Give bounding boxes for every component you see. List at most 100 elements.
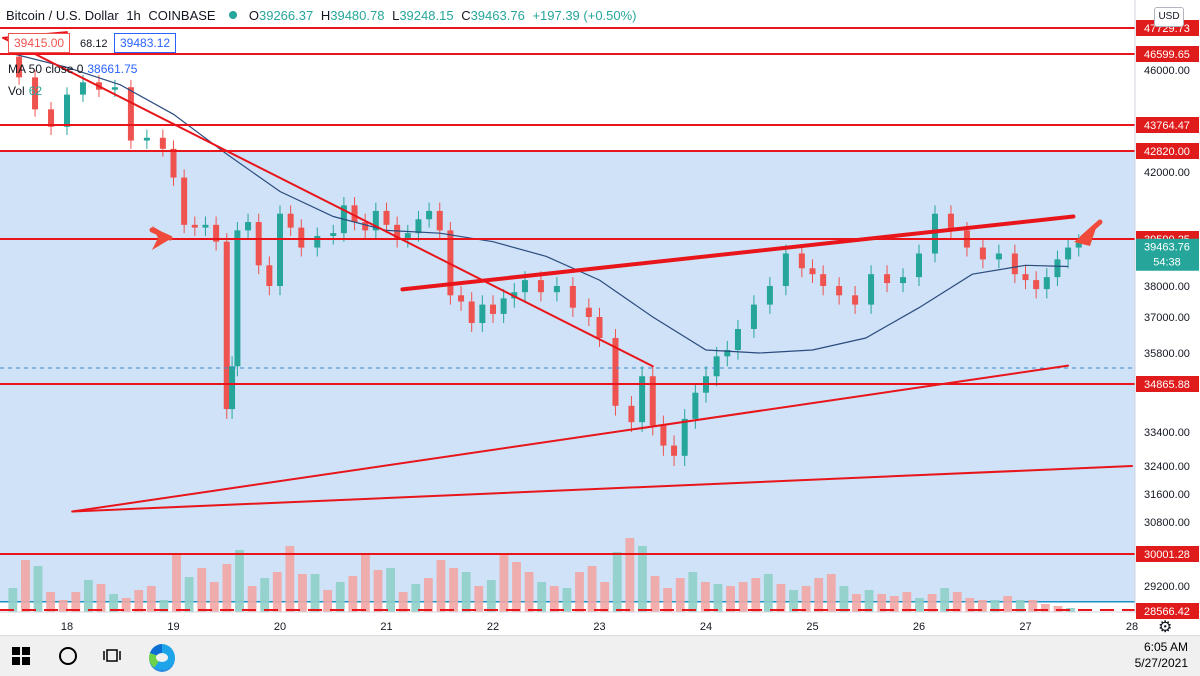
- volume-bar: [323, 590, 333, 612]
- volume-bar: [109, 594, 118, 612]
- volume-bar: [512, 562, 521, 612]
- interval-label[interactable]: 1h: [126, 8, 141, 23]
- volume-bar: [814, 578, 824, 612]
- candle-body: [64, 94, 70, 127]
- volume-bar: [335, 582, 345, 612]
- candle-body: [836, 286, 843, 296]
- task-view-icon[interactable]: [103, 648, 121, 663]
- candle-body: [458, 295, 465, 302]
- volume-bar: [688, 572, 698, 612]
- volume-bar: [952, 592, 962, 612]
- volume-bar: [562, 588, 572, 612]
- volume-bar: [738, 582, 748, 612]
- candle-body: [1054, 259, 1061, 278]
- exchange-label: COINBASE: [148, 8, 216, 23]
- volume-bar: [1015, 600, 1025, 612]
- time-tick-label: 28: [1126, 621, 1138, 633]
- candle-body: [330, 233, 337, 236]
- volume-bar: [222, 564, 232, 612]
- chart-area[interactable]: 46000.00 42000.00 38000.00 37000.00 35800.00…: [0, 0, 1200, 636]
- level-price-tag: [1136, 546, 1199, 562]
- candle-body: [649, 376, 656, 426]
- level-price-label: 34865.88: [1144, 379, 1190, 391]
- volume-bar: [71, 592, 81, 612]
- volume-bar: [46, 592, 56, 612]
- level-price-label: 42820.00: [1144, 146, 1190, 158]
- gear-icon[interactable]: ⚙: [1158, 619, 1173, 636]
- candle-body: [255, 222, 262, 266]
- clock-date: 5/27/2021: [1134, 656, 1188, 670]
- volume-indicator-legend[interactable]: Vol 62: [8, 84, 42, 98]
- candle-body: [820, 274, 827, 286]
- price-tick-label: 31600.00: [1144, 489, 1190, 501]
- volume-bar: [348, 576, 358, 612]
- price-chart[interactable]: 46000.00 42000.00 38000.00 37000.00 35800.00…: [0, 0, 1200, 635]
- candle-body: [995, 253, 1002, 260]
- candle-body: [266, 265, 273, 286]
- candle-body: [798, 253, 805, 269]
- volume-bar: [21, 560, 30, 612]
- candle-body: [415, 219, 422, 234]
- volume-bar: [1028, 600, 1038, 612]
- volume-bar: [8, 588, 18, 612]
- windows-start-icon[interactable]: [12, 647, 30, 665]
- trendline: [2, 36, 654, 368]
- volume-bar: [826, 574, 836, 612]
- volume-bar: [927, 594, 937, 612]
- volume-bar: [1003, 596, 1013, 612]
- level-price-tag: [1136, 46, 1199, 62]
- candle-body: [468, 301, 475, 323]
- level-price-label: 30001.28: [1144, 549, 1190, 561]
- low-label: L: [392, 8, 400, 23]
- candle-body: [852, 295, 859, 305]
- system-clock[interactable]: 6:05 AM 5/27/2021: [1135, 639, 1188, 671]
- candle-body: [32, 77, 39, 110]
- price-tick-label: 46000.00: [1144, 65, 1190, 77]
- volume-bar: [1040, 604, 1050, 612]
- time-tick-label: 21: [380, 621, 392, 633]
- candle-body: [234, 230, 241, 367]
- vol-value: 62: [28, 84, 43, 98]
- level-price-tag: [1136, 143, 1199, 159]
- time-tick-label: 27: [1019, 621, 1031, 633]
- sell-price-button[interactable]: 39415.00: [8, 33, 71, 53]
- candle-body: [931, 213, 938, 254]
- currency-badge[interactable]: USD: [1154, 7, 1184, 27]
- candle-body: [979, 247, 986, 260]
- search-icon[interactable]: [59, 647, 77, 665]
- candle-body: [298, 227, 305, 248]
- buy-price-button[interactable]: 39483.12: [114, 33, 177, 53]
- price-tick-label: 42000.00: [1144, 167, 1190, 179]
- candle-body: [500, 298, 507, 314]
- volume-bar: [272, 572, 282, 612]
- last-price-tag: [1136, 238, 1199, 271]
- price-tick-label: 37000.00: [1144, 312, 1190, 324]
- candle-body: [277, 213, 283, 286]
- volume-bar: [361, 554, 370, 612]
- candle-body: [383, 210, 390, 225]
- candle-body: [553, 286, 560, 293]
- volume-bar: [134, 590, 144, 612]
- volume-bar: [549, 586, 559, 612]
- volume-bar: [209, 582, 219, 612]
- candle-body: [127, 87, 134, 141]
- candle-body: [394, 224, 401, 239]
- candle-body: [372, 210, 379, 231]
- volume-bar: [877, 594, 887, 612]
- volume-bar: [978, 600, 987, 612]
- candle-body: [436, 210, 443, 231]
- volume-bar: [499, 554, 509, 612]
- ma-indicator-legend[interactable]: MA 50 close 0 38661.75: [8, 62, 137, 76]
- ma-label: MA 50 close 0: [8, 62, 84, 76]
- volume-bar: [146, 586, 156, 612]
- volume-bar: [700, 582, 710, 612]
- volume-bar: [864, 590, 874, 612]
- windows-taskbar: 6:05 AM 5/27/2021: [0, 635, 1200, 676]
- volume-bar: [184, 577, 194, 612]
- candle-body: [750, 304, 757, 329]
- trendline: [71, 465, 1133, 513]
- candle-body: [191, 224, 198, 228]
- time-tick-label: 25: [806, 621, 818, 633]
- candle-body: [916, 253, 922, 278]
- edge-browser-icon[interactable]: [149, 644, 175, 672]
